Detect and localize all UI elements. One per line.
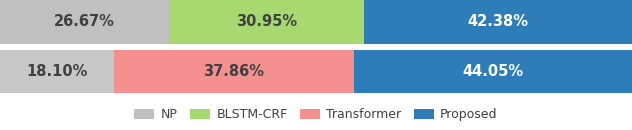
Text: 30.95%: 30.95%: [236, 14, 297, 29]
Bar: [0, 0, 169, 44]
Bar: [364, 0, 632, 44]
Text: 37.86%: 37.86%: [204, 64, 265, 79]
Bar: [354, 50, 632, 93]
Text: 44.05%: 44.05%: [462, 64, 523, 79]
Bar: [0, 50, 114, 93]
Bar: [169, 0, 364, 44]
Text: 26.67%: 26.67%: [54, 14, 115, 29]
Text: 42.38%: 42.38%: [468, 14, 528, 29]
Bar: [114, 50, 354, 93]
Text: 18.10%: 18.10%: [27, 64, 88, 79]
Legend: NP, BLSTM-CRF, Transformer, Proposed: NP, BLSTM-CRF, Transformer, Proposed: [130, 103, 502, 126]
